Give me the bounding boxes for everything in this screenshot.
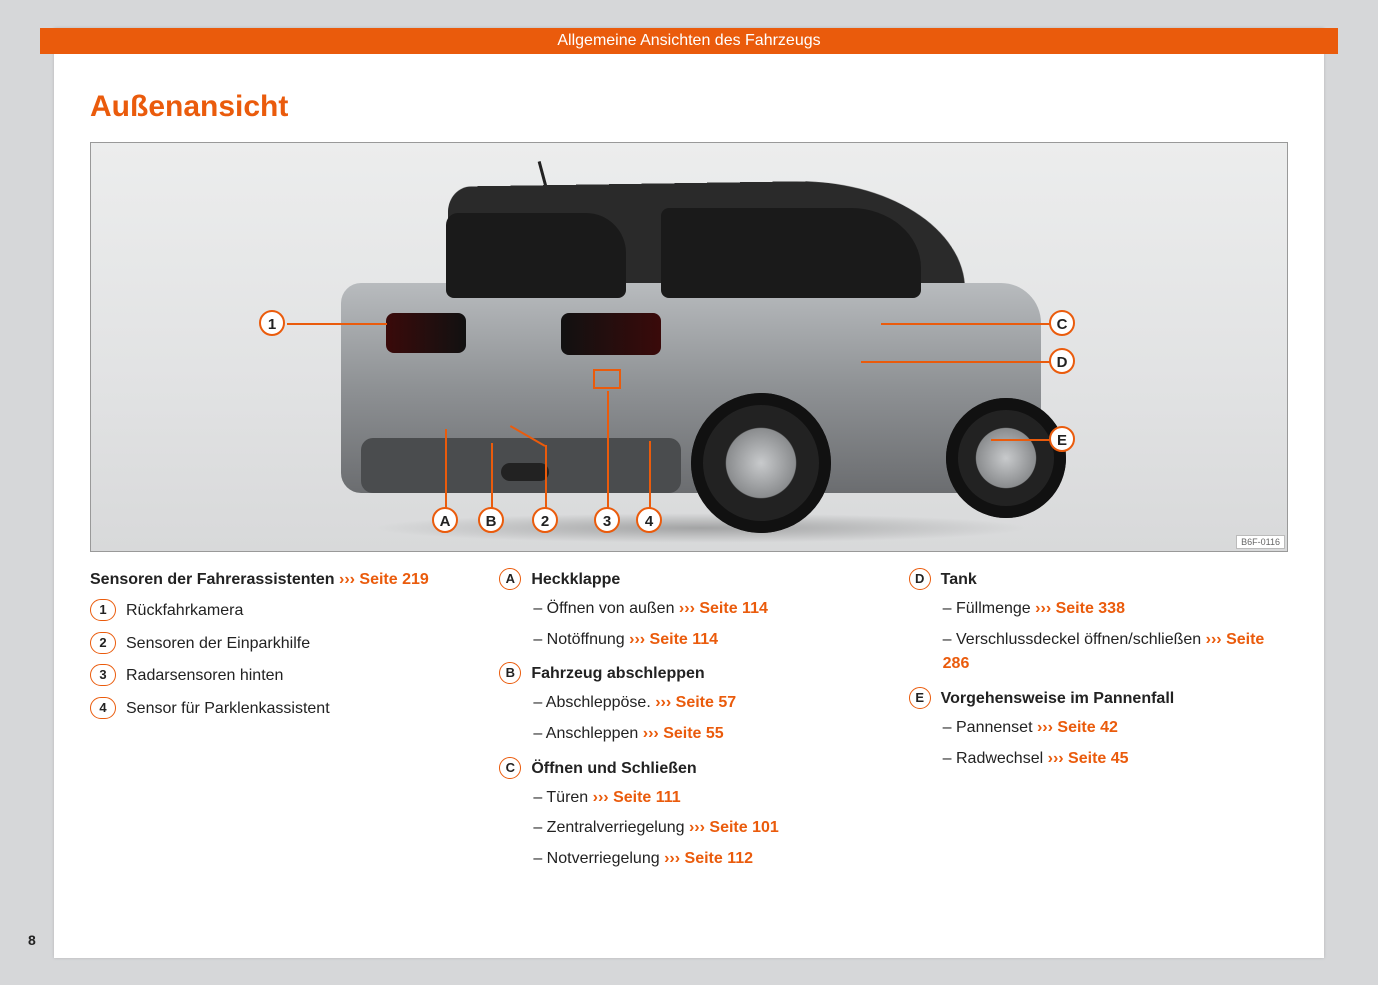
- page-number: 8: [28, 932, 36, 948]
- legend-columns: Sensoren der Fahrerassistenten ››› Seite…: [90, 568, 1288, 882]
- callout-D: D: [1049, 348, 1075, 374]
- group-title: Vorgehensweise im Pannenfall: [941, 687, 1175, 712]
- column-1: Sensoren der Fahrerassistenten ››› Seite…: [90, 568, 469, 882]
- list-item-text: Sensoren der Einparkhilfe: [126, 632, 310, 657]
- chapter-header: Allgemeine Ansichten des Fahrzeugs: [40, 28, 1338, 54]
- sub-item: Füllmenge ››› Seite 338: [943, 597, 1288, 622]
- sub-item: Abschleppöse. ››› Seite 57: [533, 691, 878, 716]
- letter-marker: C: [499, 757, 521, 779]
- list-item-text: Rückfahrkamera: [126, 599, 243, 624]
- number-marker: 4: [90, 697, 116, 719]
- group-title: Öffnen und Schließen: [531, 757, 696, 782]
- callout-3: 3: [594, 507, 620, 533]
- letter-group: E Vorgehensweise im Pannenfall Pannenset ›…: [909, 687, 1288, 771]
- list-item-text: Radarsensoren hinten: [126, 664, 283, 689]
- letter-group: A Heckklappe Öffnen von außen ››› Seite 11…: [499, 568, 878, 652]
- list-item-text: Sensor für Parklenkassistent: [126, 697, 330, 722]
- sensors-heading: Sensoren der Fahrerassistenten ››› Seite…: [90, 568, 469, 593]
- sub-item: Notverriegelung ››› Seite 112: [533, 847, 878, 872]
- sub-item: Verschlussdeckel öffnen/schließen ››› Se…: [943, 628, 1288, 678]
- list-item: 2 Sensoren der Einparkhilfe: [90, 632, 469, 657]
- callout-1: 1: [259, 310, 285, 336]
- sub-list: Abschleppöse. ››› Seite 57 Anschleppen ››…: [533, 691, 878, 747]
- sub-list: Pannenset ››› Seite 42 Radwechsel ››› Sei…: [943, 716, 1288, 772]
- numbered-list: 1 Rückfahrkamera 2 Sensoren der Einparkhilf…: [90, 599, 469, 722]
- number-marker: 3: [90, 664, 116, 686]
- sub-item: Zentralverriegelung ››› Seite 101: [533, 816, 878, 841]
- list-item: 4 Sensor für Parklenkassistent: [90, 697, 469, 722]
- callout-2: 2: [532, 507, 558, 533]
- number-marker: 2: [90, 632, 116, 654]
- list-item: 3 Radarsensoren hinten: [90, 664, 469, 689]
- callout-4: 4: [636, 507, 662, 533]
- vehicle-figure: 1 A B 2 3 4 C D E B6F-0116: [90, 142, 1288, 552]
- letter-marker: E: [909, 687, 931, 709]
- letter-marker: D: [909, 568, 931, 590]
- sub-item: Türen ››› Seite 111: [533, 786, 878, 811]
- callout-C: C: [1049, 310, 1075, 336]
- sub-list: Füllmenge ››› Seite 338 Verschlussdeckel …: [943, 597, 1288, 677]
- group-title: Tank: [941, 568, 977, 593]
- manual-page: Allgemeine Ansichten des Fahrzeugs Außen…: [54, 28, 1324, 958]
- group-title: Heckklappe: [531, 568, 620, 593]
- column-2: A Heckklappe Öffnen von außen ››› Seite 11…: [499, 568, 878, 882]
- sub-list: Öffnen von außen ››› Seite 114 Notöffnung…: [533, 597, 878, 653]
- list-item: 1 Rückfahrkamera: [90, 599, 469, 624]
- letter-group: C Öffnen und Schließen Türen ››› Seite 111…: [499, 757, 878, 872]
- letter-marker: A: [499, 568, 521, 590]
- figure-reference: B6F-0116: [1236, 535, 1285, 549]
- sub-item: Notöffnung ››› Seite 114: [533, 628, 878, 653]
- letter-group: B Fahrzeug abschleppen Abschleppöse. ››› S…: [499, 662, 878, 746]
- letter-group: D Tank Füllmenge ››› Seite 338 Verschlussde…: [909, 568, 1288, 677]
- sub-list: Türen ››› Seite 111 Zentralverriegelung ›…: [533, 786, 878, 872]
- sub-item: Anschleppen ››› Seite 55: [533, 722, 878, 747]
- sub-item: Radwechsel ››› Seite 45: [943, 747, 1288, 772]
- group-title: Fahrzeug abschleppen: [531, 662, 704, 687]
- column-3: D Tank Füllmenge ››› Seite 338 Verschlussde…: [909, 568, 1288, 882]
- callout-B: B: [478, 507, 504, 533]
- letter-marker: B: [499, 662, 521, 684]
- sub-item: Öffnen von außen ››› Seite 114: [533, 597, 878, 622]
- callout-E: E: [1049, 426, 1075, 452]
- number-marker: 1: [90, 599, 116, 621]
- callout-A: A: [432, 507, 458, 533]
- section-title: Außenansicht: [90, 90, 288, 124]
- sub-item: Pannenset ››› Seite 42: [943, 716, 1288, 741]
